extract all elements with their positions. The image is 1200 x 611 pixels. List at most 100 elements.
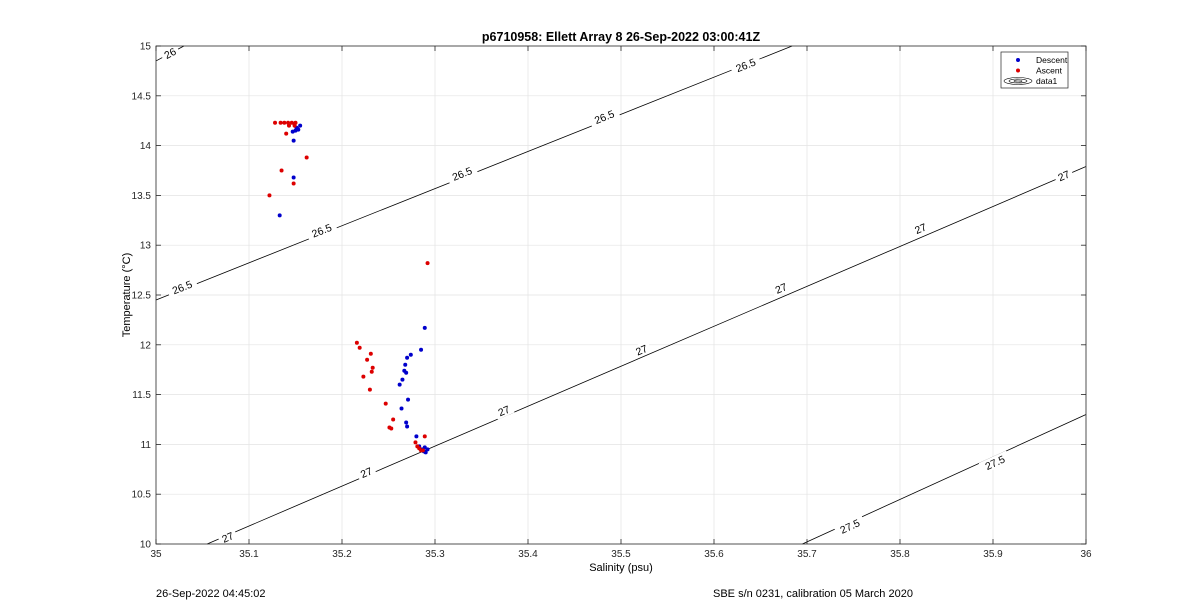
data-point [284, 131, 289, 136]
contour-label-bg [165, 275, 199, 299]
data-point [422, 445, 427, 450]
y-tick-label: 14 [140, 141, 152, 152]
contour-label: 27 [770, 278, 792, 298]
data-point [298, 123, 303, 128]
contour-label-text: 27 [774, 281, 790, 297]
contour-label: 27 [909, 219, 932, 238]
data-point [370, 365, 375, 370]
data-point [422, 325, 427, 330]
data-point [292, 123, 297, 128]
y-tick-label: 12.5 [132, 291, 152, 302]
x-tick-label: 36 [1080, 549, 1092, 560]
data-point [277, 213, 282, 218]
data-point [391, 417, 396, 422]
contour-label: 27 [630, 340, 653, 359]
data-point [278, 120, 283, 125]
contour-label-text: 26 [162, 46, 178, 62]
data-point [399, 406, 404, 411]
legend-contour-ring [1003, 77, 1033, 85]
contour-label-bg [445, 162, 479, 185]
data-point [357, 345, 362, 350]
data-point [361, 374, 366, 379]
data-point [397, 382, 402, 387]
data-point [365, 357, 370, 362]
contour-label-bg [1053, 166, 1075, 185]
legend-marker [1016, 68, 1020, 73]
data-point [406, 397, 411, 402]
data-point [389, 426, 394, 431]
data-point [402, 368, 407, 373]
x-tick-label: 35.5 [611, 549, 631, 560]
data-point [419, 347, 424, 352]
axis-ticks: 35 35.1 35.2 35.3 35.4 35.5 35.6 35.7 35.8 35.9 36… [132, 42, 1092, 561]
contour-label-text: 27 [913, 221, 929, 237]
data-points [267, 120, 430, 455]
data-point [267, 193, 272, 198]
x-tick-label: 35.7 [797, 549, 817, 560]
data-point [273, 120, 278, 125]
data-point [400, 377, 405, 382]
contour-label: 26 [159, 43, 181, 63]
data-point [369, 369, 374, 374]
contour-line [206, 166, 1087, 545]
x-tick-label: 35.3 [425, 549, 445, 560]
contour-label-text: 27 [359, 465, 375, 481]
contour-label-bg [909, 219, 932, 238]
contour-label-bg [588, 105, 621, 128]
legend-contour-ring [1008, 78, 1028, 84]
data-point [403, 362, 408, 367]
data-point [289, 120, 294, 125]
data-point [423, 450, 428, 455]
y-tick-label: 10.5 [132, 490, 152, 501]
data-point [368, 351, 373, 356]
chart-title: p6710958: Ellett Array 8 26-Sep-2022 03:… [482, 30, 761, 44]
contour-label-bg [770, 278, 792, 298]
x-tick-label: 35.2 [332, 549, 352, 560]
x-tick-label: 35.9 [983, 549, 1003, 560]
contour-label: 27 [493, 401, 515, 420]
contour-label: 27 [355, 463, 377, 482]
x-tick-label: 35.1 [239, 549, 259, 560]
data-point [291, 175, 296, 180]
data-point [413, 440, 418, 445]
data-point [291, 138, 296, 143]
contour-label-bg [833, 514, 866, 538]
y-tick-label: 12 [140, 340, 152, 351]
contour-label-bg [159, 43, 181, 63]
contour-label-bg [729, 53, 762, 77]
footer-timestamp: 26-Sep-2022 04:45:02 [156, 588, 266, 600]
contour-label-bg [493, 401, 515, 420]
x-tick-label: 35 [150, 549, 162, 560]
x-tick-label: 35.8 [890, 549, 910, 560]
data-point [425, 447, 430, 452]
legend-label: data1 [1036, 76, 1058, 86]
y-tick-label: 11.5 [132, 390, 151, 401]
data-point [422, 434, 427, 439]
contour-label: 27 [1053, 166, 1075, 185]
legend-marker [1016, 58, 1020, 62]
x-tick-label: 35.6 [704, 549, 724, 560]
contour-label-bg [630, 340, 653, 359]
legend-contour-icon [1003, 77, 1033, 85]
y-tick-label: 13 [140, 241, 152, 252]
legend-contour-ring [1013, 79, 1023, 83]
x-axis-label: Salinity (psu) [589, 562, 653, 574]
y-tick-label: 15 [140, 42, 152, 53]
data-point [383, 401, 388, 406]
contour-label-text: 27 [220, 530, 236, 546]
contour-label-text: 27 [1056, 169, 1072, 185]
data-point [404, 420, 409, 425]
y-axis-label: Temperature (°C) [121, 253, 133, 337]
contour-label-bg [355, 463, 377, 482]
contour-label-bg [978, 450, 1011, 475]
legend-box [1000, 51, 1069, 89]
contour-label-bg [216, 527, 239, 547]
data-point [414, 434, 419, 439]
data-point [279, 168, 284, 173]
y-tick-label: 13.5 [132, 191, 152, 202]
data-point [367, 387, 372, 392]
contour-label: 27 [216, 527, 239, 547]
data-point [425, 261, 430, 266]
